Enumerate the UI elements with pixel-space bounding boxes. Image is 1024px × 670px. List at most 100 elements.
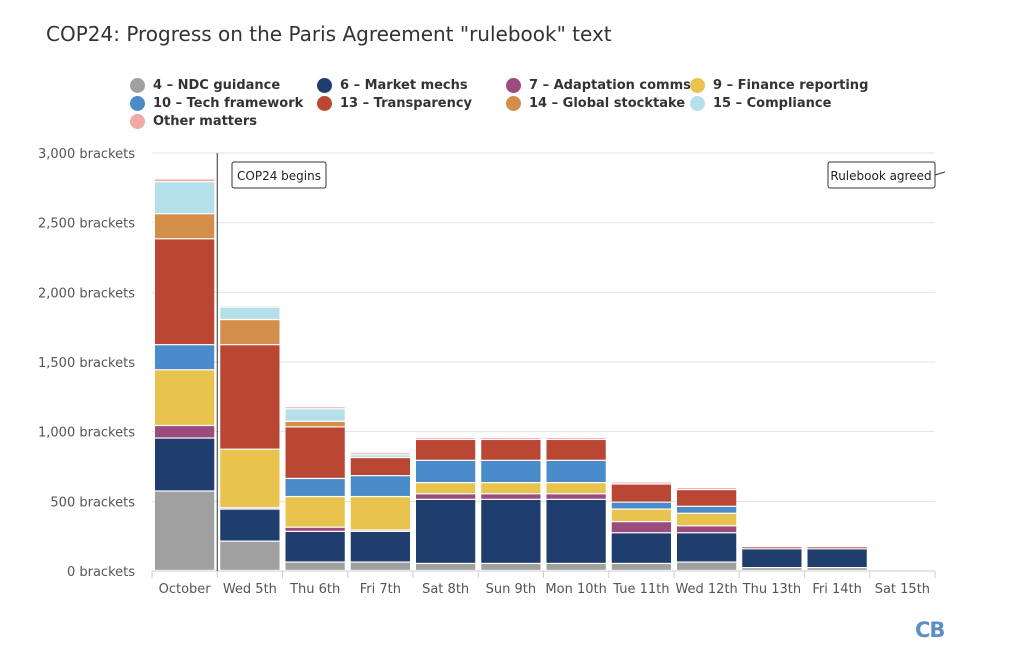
legend-label: 4 – NDC guidance	[153, 78, 281, 93]
bar-segment	[416, 460, 476, 483]
bar-segment	[677, 526, 737, 533]
bar-segment	[611, 533, 671, 563]
bar-segment	[481, 437, 541, 439]
y-tick-label: 2,500 brackets	[38, 217, 135, 232]
legend-label: 15 – Compliance	[713, 96, 832, 111]
y-tick-label: 500 brackets	[50, 495, 135, 510]
x-tick-label: Wed 5th	[223, 582, 277, 597]
bar-segment	[350, 476, 410, 496]
legend-label: 14 – Global stocktake	[529, 96, 686, 111]
legend-swatch	[506, 78, 521, 93]
legend-swatch	[317, 96, 332, 111]
bar-segment	[807, 547, 867, 549]
bar-segment	[155, 345, 215, 370]
bar-segment	[155, 438, 215, 491]
bar-segment	[155, 491, 215, 570]
bar-segment	[220, 449, 280, 508]
bar-segment	[416, 499, 476, 563]
bar-segment	[220, 345, 280, 449]
bar-segment	[416, 564, 476, 570]
bar-segment	[350, 562, 410, 570]
bar-segment	[546, 483, 606, 494]
y-tick-label: 1,500 brackets	[38, 356, 135, 371]
bar-segment	[611, 484, 671, 502]
x-tick-label: October	[159, 582, 212, 597]
bar-segment	[220, 541, 280, 570]
legend-item: 15 – Compliance	[690, 96, 831, 111]
bar-segment	[742, 547, 802, 549]
bar-segment	[546, 499, 606, 563]
chart-title: COP24: Progress on the Paris Agreement "…	[46, 22, 612, 46]
bar-segment	[481, 564, 541, 570]
bar-segment	[350, 453, 410, 455]
bar-segment	[155, 370, 215, 425]
bar-segment	[677, 488, 737, 489]
legend-swatch	[130, 96, 145, 111]
bar-segment	[677, 506, 737, 513]
bar-segment	[285, 407, 345, 409]
bar-segment	[350, 531, 410, 562]
y-tick-label: 0 brackets	[67, 565, 135, 580]
x-tick-label: Fri 7th	[360, 582, 401, 597]
legend-item: 10 – Tech framework	[130, 96, 303, 111]
bar-segment	[481, 460, 541, 483]
bar-segment	[611, 502, 671, 509]
bar-segment	[285, 562, 345, 570]
x-tick-label: Sat 8th	[422, 582, 469, 597]
bar-segment	[285, 421, 345, 427]
rulebook-agreed-label: Rulebook agreed	[830, 169, 931, 183]
legend-item: 9 – Finance reporting	[690, 78, 868, 93]
bar-segment	[285, 479, 345, 496]
bar-segment	[546, 564, 606, 570]
bar-segment	[546, 460, 606, 483]
bar-segment	[416, 483, 476, 494]
legend-label: 7 – Adaptation comms	[529, 78, 691, 93]
legend-item: 6 – Market mechs	[317, 78, 468, 93]
bar-segment	[285, 531, 345, 562]
bar-segment	[155, 426, 215, 438]
bar-segment	[546, 440, 606, 460]
legend-item: 13 – Transparency	[317, 96, 472, 111]
legend-item: Other matters	[130, 114, 257, 129]
bar-segment	[677, 533, 737, 562]
bar-segment	[677, 490, 737, 506]
bar-segment	[807, 549, 867, 568]
legend-label: 10 – Tech framework	[153, 96, 304, 111]
carbon-brief-logo: CB	[915, 618, 945, 642]
y-tick-label: 3,000 brackets	[38, 147, 135, 162]
bar-segment	[155, 214, 215, 239]
x-tick-label: Tue 11th	[612, 582, 669, 597]
bar-segment	[742, 549, 802, 568]
bar-segment	[220, 307, 280, 319]
legend-swatch	[130, 78, 145, 93]
x-tick-label: Wed 12th	[675, 582, 737, 597]
rulebook-agreed-pointer	[934, 171, 946, 176]
x-tick-label: Sat 15th	[875, 582, 930, 597]
y-tick-label: 2,000 brackets	[38, 286, 135, 301]
bar-segment	[350, 455, 410, 457]
cop24-begins-box	[231, 161, 327, 189]
legend-label: Other matters	[153, 114, 257, 129]
bar-segment	[677, 562, 737, 570]
bar-segment	[546, 494, 606, 499]
bar-segment	[416, 437, 476, 439]
legend-label: 6 – Market mechs	[340, 78, 468, 93]
bar-segment	[285, 497, 345, 527]
bar-segment	[285, 527, 345, 531]
x-tick-label: Thu 13th	[742, 582, 801, 597]
bar-segment	[155, 239, 215, 345]
bar-segment	[546, 437, 606, 439]
bar-segment	[611, 509, 671, 522]
bar-segment	[611, 482, 671, 484]
bar-segment	[155, 179, 215, 182]
bar-segment	[481, 483, 541, 494]
bar-segment	[481, 440, 541, 460]
legend-swatch	[690, 96, 705, 111]
bar-segment	[677, 513, 737, 526]
bar-segment	[285, 427, 345, 478]
x-tick-label: Fri 14th	[812, 582, 862, 597]
bar-segment	[416, 440, 476, 460]
bar-segment	[611, 522, 671, 533]
legend-item: 14 – Global stocktake	[506, 96, 685, 111]
